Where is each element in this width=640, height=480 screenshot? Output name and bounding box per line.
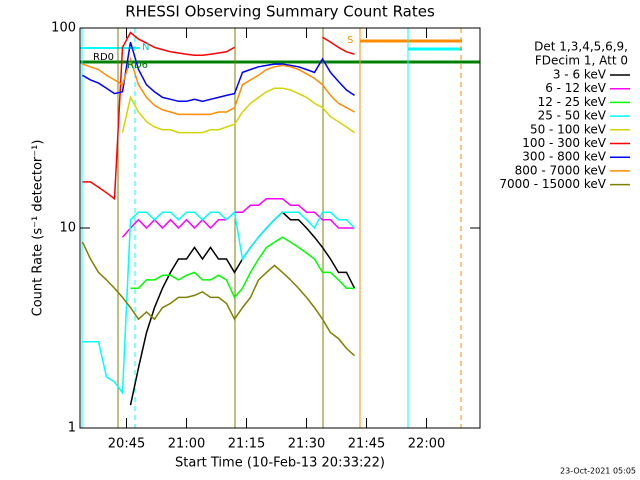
x-tick-label: 22:00: [408, 437, 445, 452]
legend-label: 800 - 7000 keV: [515, 163, 607, 177]
x-tick-label: 20:45: [108, 437, 145, 452]
series-line: [82, 210, 356, 395]
series-line: [82, 56, 355, 116]
x-tick-label: 21:30: [288, 437, 325, 452]
footer: 23-Oct-2021 05:05: [560, 467, 636, 476]
legend-label: 100 - 300 keV: [522, 136, 606, 150]
annotation: RD0: [93, 52, 114, 63]
legend-label: 12 - 25 keV: [538, 95, 607, 109]
series-line: [130, 236, 355, 299]
series-line: [82, 31, 235, 201]
y-axis-label: Count Rate (s⁻¹ detector⁻¹): [31, 140, 46, 317]
legend-header: Det 1,3,4,5,6,9,: [534, 40, 628, 54]
series-line: [322, 36, 355, 55]
legend-header: FDecim 1, Att 0: [535, 54, 628, 68]
y-tick-label: 10: [59, 221, 76, 236]
chart-title: RHESSI Observing Summary Count Rates: [125, 3, 435, 21]
y-tick-label: 1: [68, 421, 76, 436]
x-tick-label: 21:15: [228, 437, 265, 452]
legend-label: 7000 - 15000 keV: [499, 177, 606, 191]
legend-label: 3 - 6 keV: [553, 68, 607, 82]
legend-label: 300 - 800 keV: [522, 150, 606, 164]
x-tick-label: 21:45: [348, 437, 385, 452]
annotation: RD6: [127, 60, 148, 71]
legend-label: 50 - 100 keV: [530, 122, 607, 136]
x-axis-label: Start Time (10-Feb-13 20:33:22): [175, 456, 385, 471]
series-line: [82, 41, 355, 103]
x-tick-label: 21:00: [168, 437, 205, 452]
legend-label: 6 - 12 keV: [545, 81, 607, 95]
annotation: N: [142, 42, 149, 53]
series-line: [81, 241, 356, 357]
legend-label: 25 - 50 keV: [538, 109, 607, 123]
series-line: [121, 198, 355, 238]
series-line: [121, 87, 355, 134]
plot-area: [81, 31, 356, 406]
y-tick-label: 100: [51, 21, 76, 36]
annotation: S: [347, 35, 353, 46]
